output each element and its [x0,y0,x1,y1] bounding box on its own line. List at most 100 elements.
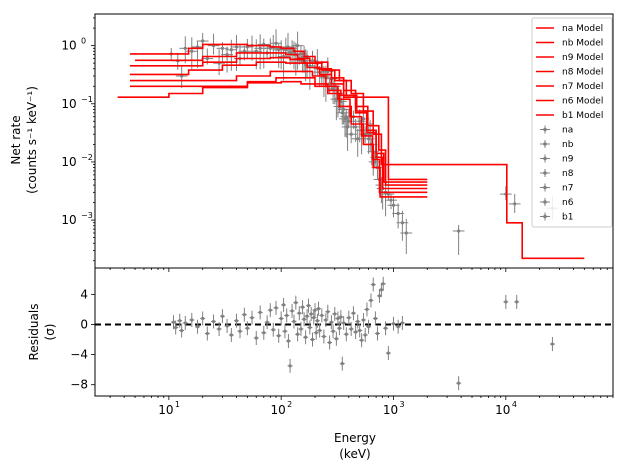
residual-marker [373,316,377,321]
residual-point [456,376,462,391]
residual-marker [238,329,242,333]
data-point-marker [328,82,332,86]
data-point-marker [310,59,315,63]
data-point-marker [234,45,239,49]
residual-point [273,300,279,315]
residual-point [362,328,368,343]
residual-point [301,312,307,327]
residual-marker [245,326,249,330]
legend-data-marker [543,214,547,219]
residual-point [350,306,356,321]
residual-point [182,315,188,330]
residual-point [282,324,288,339]
residual-point [343,327,349,342]
model-line [117,80,585,260]
residual-marker [294,301,298,305]
residual-point [314,313,320,328]
residual-point [177,313,183,328]
residual-marker [190,318,194,322]
data-point [191,40,204,68]
y-tick-label: 10 [61,39,76,53]
data-point-marker [340,111,344,115]
residual-point [332,306,338,321]
data-point-marker [396,211,400,216]
residual-y-tick-label: −4 [70,348,88,362]
data-point [385,194,397,210]
residual-marker [283,329,287,333]
residual-marker [366,325,371,329]
model-line [129,43,428,181]
residual-marker [326,310,330,314]
residual-point [309,332,315,347]
residual-marker [351,311,356,315]
residual-marker [375,331,380,336]
residual-marker [195,325,200,329]
data-point-marker [386,192,390,196]
residual-point [385,346,391,361]
residual-point [514,294,520,309]
bottom-ylabel-line1: Residuals [27,304,41,361]
legend-data-marker [543,171,547,175]
residual-point [293,295,299,310]
residual-marker [174,325,178,330]
legend-entry-label: n7 Model [562,82,603,92]
residual-marker [178,319,182,323]
residual-point [173,320,179,335]
residual-marker [308,325,312,330]
residual-point [390,316,396,331]
legend-data-marker [543,200,547,204]
legend-entry-label: na [562,126,573,136]
residual-marker [391,322,396,326]
residual-marker [381,282,385,286]
legend-entry-label: n7 [562,184,573,194]
residual-point [325,304,331,319]
residual-point [267,303,273,318]
residual-point [284,308,290,323]
legend-entry-label: n8 Model [562,68,603,78]
residual-marker [274,306,278,310]
residual-point [264,315,270,330]
residual-marker [344,332,348,336]
residual-marker [315,319,319,323]
residual-point [281,297,287,312]
residual-point [224,318,230,333]
residual-point [323,312,329,327]
data-point-marker [277,48,281,52]
residual-point [372,311,378,326]
legend-entry-label: n9 [562,155,574,165]
residual-marker [328,340,332,345]
residual-marker [354,330,358,334]
residual-point [370,277,376,292]
data-point-marker [183,46,187,50]
residual-point [366,319,372,334]
residual-point [171,315,177,330]
residual-point [278,311,284,326]
legend-entry-label: nb Model [562,39,603,49]
data-point-marker [190,49,194,53]
residual-marker [342,321,346,325]
residual-marker [304,335,308,339]
data-point [216,42,229,64]
residual-point [549,337,555,352]
data-point-marker [295,44,300,48]
residual-marker [300,305,305,309]
residual-point [237,324,243,339]
residual-point [317,323,323,338]
residual-marker [292,319,296,324]
bottom-ylabel-line2: (σ) [43,324,57,341]
residual-point [307,320,313,335]
legend-entry-label: b1 [562,213,573,223]
residual-y-tick-label: −8 [70,378,88,392]
residual-marker [217,327,221,331]
data-point-marker [220,46,225,50]
data-point [336,100,349,125]
data-point [340,108,353,138]
residual-point [383,321,389,336]
residual-marker [242,313,246,317]
residual-marker [318,328,322,333]
residual-marker [337,326,342,330]
residual-point [339,356,345,371]
residual-marker [400,321,404,325]
residual-marker [322,334,326,339]
